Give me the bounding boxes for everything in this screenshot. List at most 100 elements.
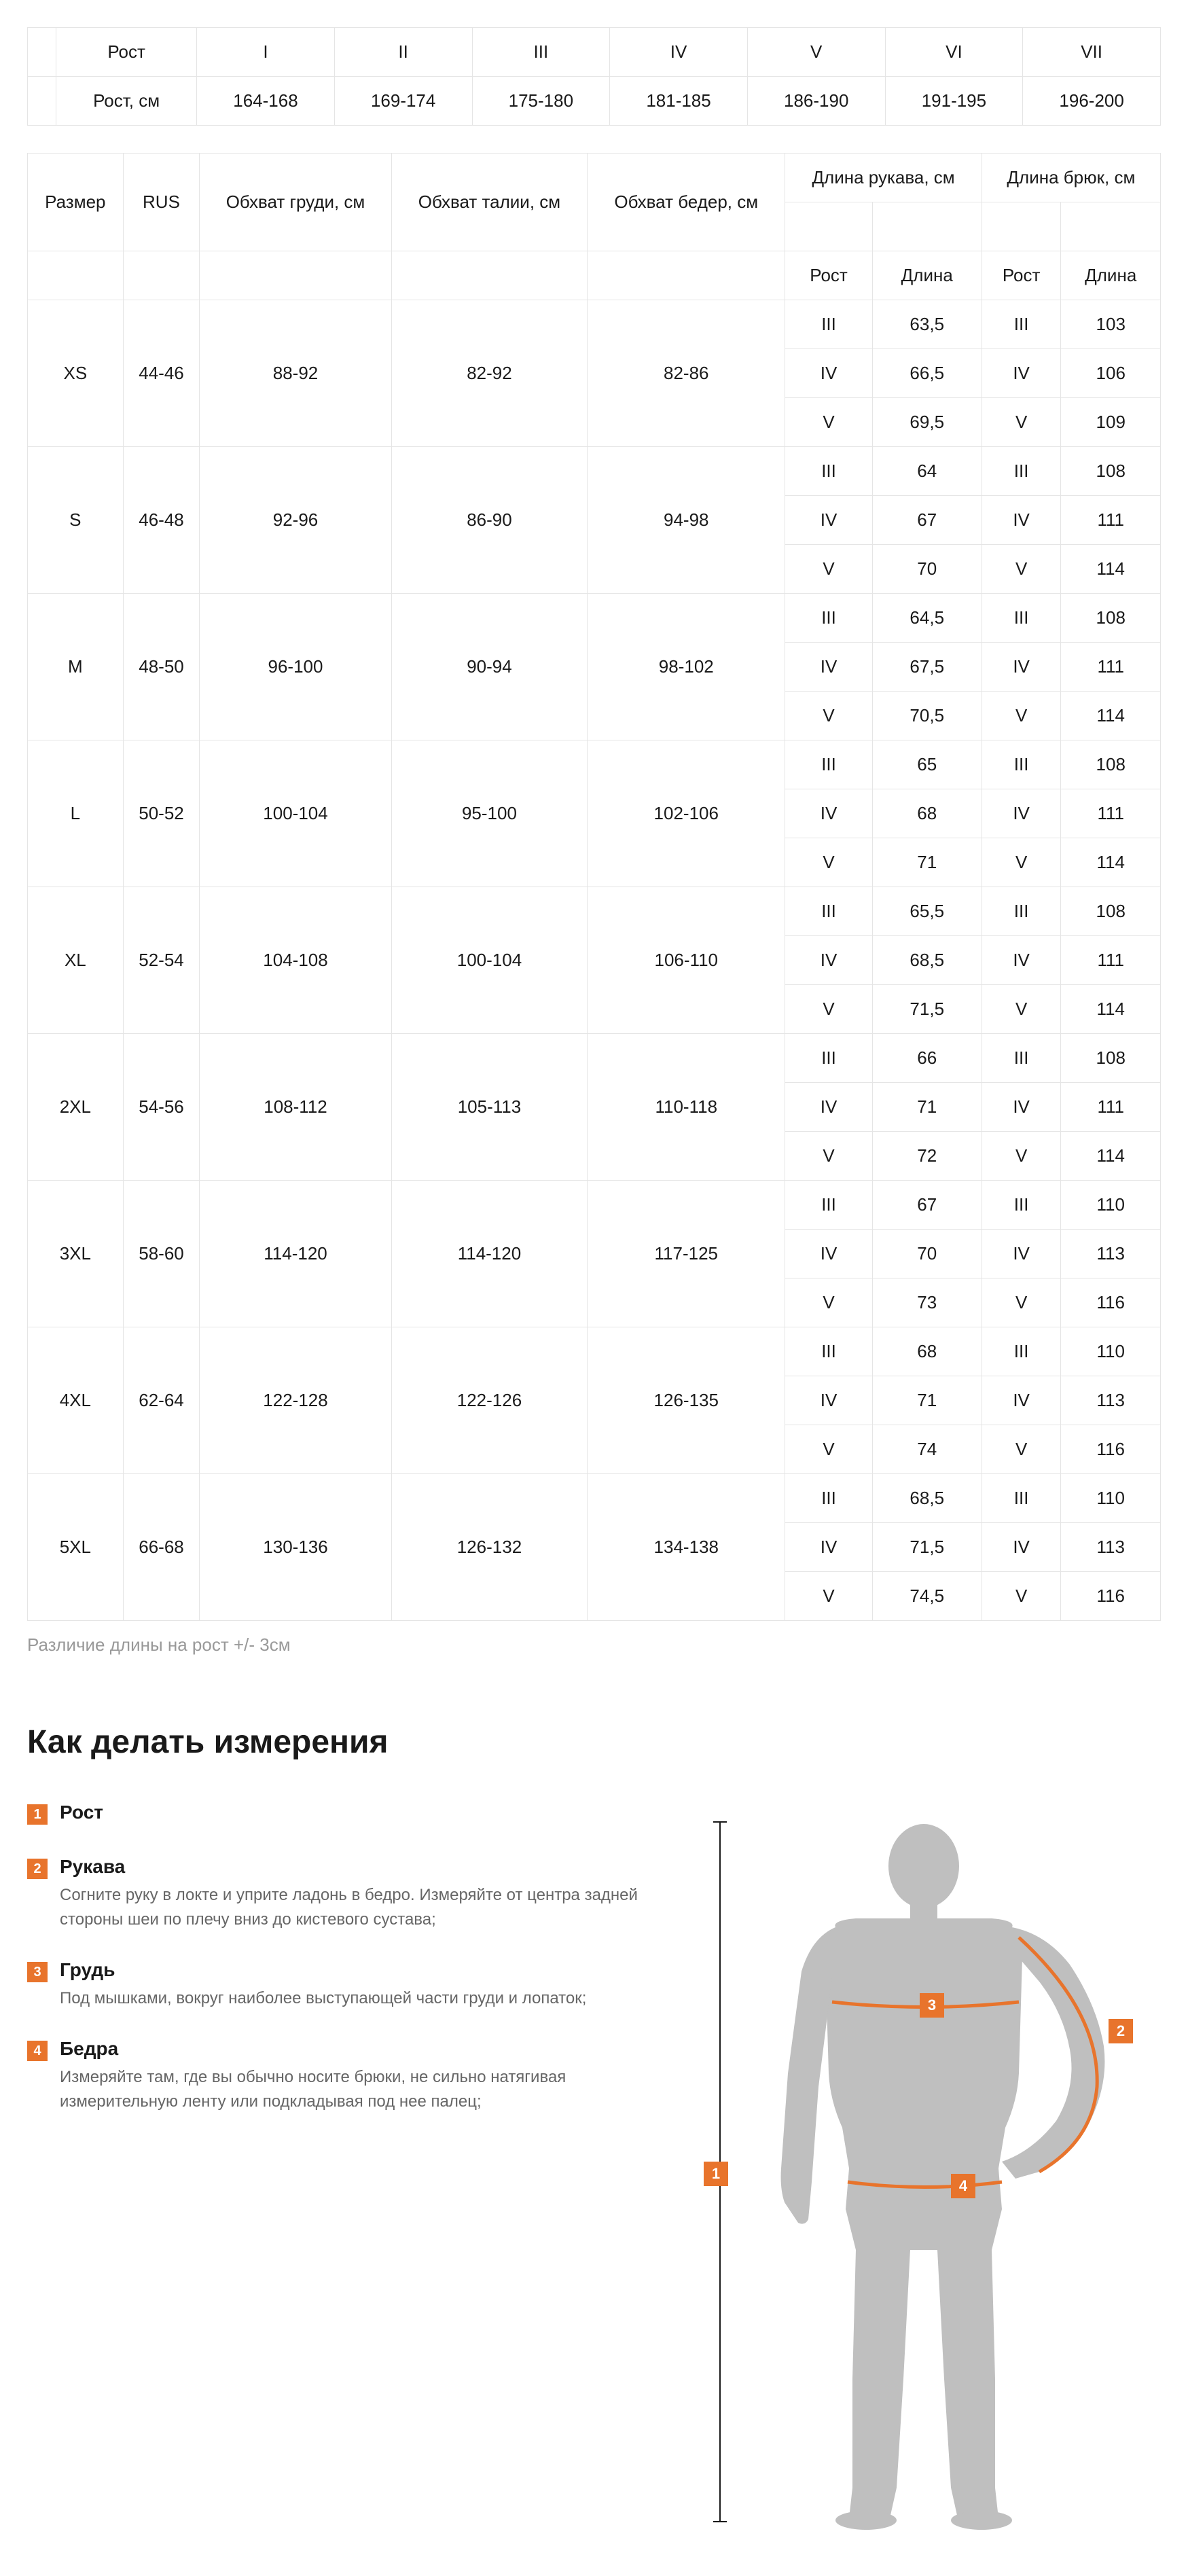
instruction-title: Рост [60, 1802, 638, 1823]
height-roman-cell: III [982, 594, 1061, 643]
size-cell-size: M [28, 594, 124, 740]
height-roman-cell: V [785, 838, 872, 887]
size-cell-chest: 114-120 [200, 1181, 391, 1327]
size-header-rus: RUS [123, 154, 200, 251]
size-cell-chest: 122-128 [200, 1327, 391, 1474]
size-cell-waist: 105-113 [391, 1034, 587, 1181]
size-cell-hips: 134-138 [588, 1474, 785, 1621]
height-roman-cell: III [982, 1474, 1061, 1523]
height-roman-cell: III [785, 594, 872, 643]
size-cell-size: 4XL [28, 1327, 124, 1474]
size-cell-chest: 104-108 [200, 887, 391, 1034]
size-cell-waist: 114-120 [391, 1181, 587, 1327]
marker-2: 2 [1109, 2019, 1133, 2043]
height-header-roman: II [334, 28, 472, 77]
height-roman-cell: III [982, 740, 1061, 789]
height-roman-cell: III [982, 1181, 1061, 1230]
height-roman-cell: IV [982, 1083, 1061, 1132]
height-roman-cell: III [785, 1034, 872, 1083]
size-cell-size: XL [28, 887, 124, 1034]
length-value-cell: 73 [872, 1278, 982, 1327]
length-value-cell: 65,5 [872, 887, 982, 936]
length-value-cell: 64,5 [872, 594, 982, 643]
height-roman-cell: III [785, 300, 872, 349]
height-roman-cell: IV [982, 643, 1061, 692]
spacer-cell [982, 202, 1061, 251]
size-cell-chest: 108-112 [200, 1034, 391, 1181]
size-cell-rus: 54-56 [123, 1034, 200, 1181]
size-cell-waist: 122-126 [391, 1327, 587, 1474]
length-value-cell: 108 [1061, 1034, 1161, 1083]
spacer-cell [1061, 202, 1161, 251]
height-roman-cell: IV [982, 1376, 1061, 1425]
body-figure: 1 2 3 4 [679, 1802, 1155, 2549]
height-roman-cell: III [785, 1474, 872, 1523]
height-roman-cell: V [982, 692, 1061, 740]
height-roman-cell: IV [785, 1523, 872, 1572]
size-table: РазмерRUSОбхват груди, смОбхват талии, с… [27, 153, 1161, 1621]
size-subheader: Рост [785, 251, 872, 300]
length-value-cell: 111 [1061, 936, 1161, 985]
instructions-title: Как делать измерения [27, 1723, 1161, 1761]
height-roman-cell: V [982, 1572, 1061, 1621]
height-roman-cell: III [785, 1181, 872, 1230]
size-header-pants: Длина брюк, см [982, 154, 1160, 202]
height-roman-cell: V [785, 1278, 872, 1327]
length-value-cell: 68,5 [872, 1474, 982, 1523]
height-roman-cell: III [785, 447, 872, 496]
size-subheader: Длина [872, 251, 982, 300]
height-roman-cell: III [982, 300, 1061, 349]
length-value-cell: 71 [872, 838, 982, 887]
length-value-cell: 71 [872, 1083, 982, 1132]
size-subheader: Длина [1061, 251, 1161, 300]
height-roman-cell: V [785, 1572, 872, 1621]
height-value-cell: 175-180 [472, 77, 610, 126]
height-table: РостIIIIIIIVVVIVIIРост, см164-168169-174… [27, 27, 1161, 126]
length-value-cell: 68,5 [872, 936, 982, 985]
height-header-label: Рост [56, 28, 197, 77]
height-header-roman: VII [1023, 28, 1161, 77]
size-cell-rus: 58-60 [123, 1181, 200, 1327]
height-roman-cell: III [982, 447, 1061, 496]
length-value-cell: 111 [1061, 1083, 1161, 1132]
blank-cell [588, 251, 785, 300]
size-cell-hips: 117-125 [588, 1181, 785, 1327]
instruction-title: Грудь [60, 1959, 638, 1981]
length-value-cell: 66,5 [872, 349, 982, 398]
height-roman-cell: IV [982, 1523, 1061, 1572]
blank-cell [200, 251, 391, 300]
instruction-desc: Согните руку в локте и уприте ладонь в б… [60, 1883, 638, 1932]
instructions-list: 1Рост2РукаваСогните руку в локте и уприт… [27, 1802, 638, 2549]
blank-cell [28, 77, 56, 126]
height-roman-cell: V [982, 985, 1061, 1034]
length-value-cell: 114 [1061, 692, 1161, 740]
height-roman-cell: III [785, 740, 872, 789]
height-roman-cell: III [785, 1327, 872, 1376]
height-roman-cell: V [785, 985, 872, 1034]
height-header-roman: I [197, 28, 335, 77]
length-value-cell: 63,5 [872, 300, 982, 349]
length-value-cell: 66 [872, 1034, 982, 1083]
size-cell-rus: 66-68 [123, 1474, 200, 1621]
size-cell-size: 5XL [28, 1474, 124, 1621]
length-value-cell: 67 [872, 1181, 982, 1230]
size-cell-size: XS [28, 300, 124, 447]
length-value-cell: 111 [1061, 789, 1161, 838]
height-roman-cell: IV [785, 1083, 872, 1132]
height-roman-cell: III [785, 887, 872, 936]
height-roman-cell: V [982, 545, 1061, 594]
height-roman-cell: V [982, 1278, 1061, 1327]
length-value-cell: 106 [1061, 349, 1161, 398]
size-cell-size: S [28, 447, 124, 594]
size-cell-waist: 82-92 [391, 300, 587, 447]
length-value-cell: 65 [872, 740, 982, 789]
instruction-number: 3 [27, 1962, 48, 1982]
length-value-cell: 103 [1061, 300, 1161, 349]
height-roman-cell: V [982, 1132, 1061, 1181]
height-value-cell: 186-190 [747, 77, 885, 126]
length-value-cell: 67,5 [872, 643, 982, 692]
instruction-item: 1Рост [27, 1802, 638, 1829]
size-cell-chest: 88-92 [200, 300, 391, 447]
size-cell-size: 2XL [28, 1034, 124, 1181]
height-row-label: Рост, см [56, 77, 197, 126]
